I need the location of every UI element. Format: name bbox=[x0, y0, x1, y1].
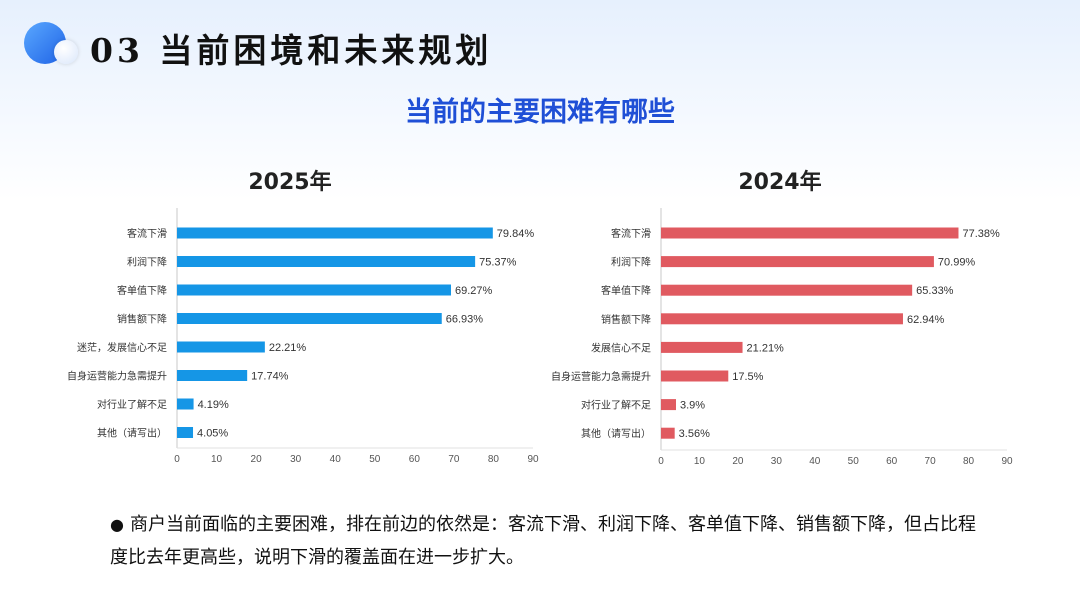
category-label: 其他（请写出） bbox=[581, 427, 651, 440]
data-label: 22.21% bbox=[269, 342, 307, 354]
data-label: 79.84% bbox=[497, 228, 535, 240]
data-label: 21.21% bbox=[747, 342, 785, 354]
bar bbox=[177, 341, 265, 353]
x-tick-label: 80 bbox=[963, 456, 975, 467]
data-label: 3.9% bbox=[680, 400, 705, 412]
x-tick-label: 80 bbox=[488, 454, 500, 465]
x-tick-label: 50 bbox=[848, 456, 860, 467]
x-tick-label: 10 bbox=[694, 456, 706, 467]
category-label: 客流下滑 bbox=[611, 227, 651, 240]
category-label: 自身运营能力急需提升 bbox=[551, 370, 651, 383]
x-tick-label: 20 bbox=[251, 454, 263, 465]
section-title: 03 当前困境和未来规划 bbox=[90, 31, 493, 70]
data-label: 70.99% bbox=[938, 257, 976, 269]
category-label: 销售额下降 bbox=[601, 313, 651, 326]
bar bbox=[661, 399, 676, 411]
x-tick-label: 40 bbox=[330, 454, 342, 465]
bar bbox=[661, 313, 903, 325]
data-label: 17.74% bbox=[251, 371, 289, 383]
data-label: 62.94% bbox=[907, 314, 945, 326]
x-tick-label: 0 bbox=[658, 456, 664, 467]
data-label: 75.37% bbox=[479, 257, 517, 269]
bar-chart-2024: 0 10 20 30 40 50 60 70 80 90 客流下滑 77.38% 利润下降 70.99% 客… bbox=[551, 208, 1013, 467]
data-label: 69.27% bbox=[455, 285, 493, 297]
category-label: 迷茫，发展信心不足 bbox=[77, 341, 167, 354]
x-tick-label: 70 bbox=[448, 454, 460, 465]
data-label: 4.05% bbox=[197, 428, 228, 440]
x-tick-label: 10 bbox=[211, 454, 223, 465]
bar bbox=[661, 370, 729, 382]
description-text: 商户当前面临的主要困难，排在前边的依然是：客流下滑、利润下降、客单值下降、销售额… bbox=[110, 514, 976, 568]
chart-title: 2024年 bbox=[738, 170, 822, 195]
bar-chart-2025: 0 10 20 30 40 50 60 70 80 90 客流下滑 79.84% 利润下降 75.37% 客… bbox=[67, 208, 539, 465]
x-tick-label: 60 bbox=[409, 454, 421, 465]
description-paragraph: ● 商户当前面临的主要困难，排在前边的依然是：客流下滑、利润下降、客单值下降、销售… bbox=[110, 508, 980, 574]
x-tick-label: 40 bbox=[809, 456, 821, 467]
x-tick-label: 60 bbox=[886, 456, 898, 467]
bullet-icon: ● bbox=[110, 515, 124, 534]
chart-title: 2025年 bbox=[248, 170, 332, 195]
bar bbox=[177, 284, 452, 296]
x-tick-label: 70 bbox=[925, 456, 937, 467]
bar bbox=[177, 227, 493, 239]
category-label: 自身运营能力急需提升 bbox=[67, 370, 167, 383]
x-tick-label: 30 bbox=[771, 456, 783, 467]
category-label: 对行业了解不足 bbox=[581, 399, 651, 412]
data-label: 77.38% bbox=[962, 228, 1000, 240]
chart-2024: 2024年 0 10 20 30 40 50 60 70 80 90 客流下滑 77.38% 利润下降 7… bbox=[540, 150, 1020, 480]
logo-circle-small bbox=[54, 40, 78, 64]
x-tick-label: 30 bbox=[290, 454, 302, 465]
category-label: 利润下降 bbox=[127, 256, 167, 269]
bar bbox=[177, 256, 476, 267]
bar bbox=[661, 227, 959, 239]
bar bbox=[177, 398, 194, 410]
chart-2025: 2025年 0 10 20 30 40 50 60 70 80 90 客流下滑 79.84% 利润下降 7… bbox=[40, 150, 540, 480]
bar bbox=[661, 256, 934, 268]
category-label: 客流下滑 bbox=[127, 227, 167, 240]
data-label: 4.19% bbox=[198, 399, 229, 411]
category-label: 客单值下降 bbox=[117, 284, 167, 297]
bar bbox=[661, 284, 913, 296]
bar bbox=[177, 313, 442, 324]
data-label: 3.56% bbox=[679, 428, 710, 440]
bar bbox=[661, 427, 675, 439]
bar bbox=[177, 427, 194, 438]
category-label: 客单值下降 bbox=[601, 284, 651, 297]
x-tick-label: 20 bbox=[732, 456, 744, 467]
x-tick-label: 90 bbox=[1001, 456, 1013, 467]
category-label: 对行业了解不足 bbox=[97, 398, 167, 411]
data-label: 66.93% bbox=[446, 314, 484, 326]
category-label: 其他（请写出） bbox=[97, 427, 167, 440]
logo-icon bbox=[24, 22, 80, 66]
slide-title: 当前的主要困难有哪些 bbox=[405, 97, 675, 128]
bar bbox=[661, 341, 743, 353]
x-tick-label: 0 bbox=[174, 454, 180, 465]
category-label: 销售额下降 bbox=[117, 313, 167, 326]
category-label: 发展信心不足 bbox=[591, 341, 651, 354]
data-label: 65.33% bbox=[916, 285, 954, 297]
category-label: 利润下降 bbox=[611, 256, 651, 269]
x-tick-label: 50 bbox=[369, 454, 381, 465]
x-tick-label: 90 bbox=[527, 454, 539, 465]
data-label: 17.5% bbox=[732, 371, 763, 383]
bar bbox=[177, 370, 248, 381]
